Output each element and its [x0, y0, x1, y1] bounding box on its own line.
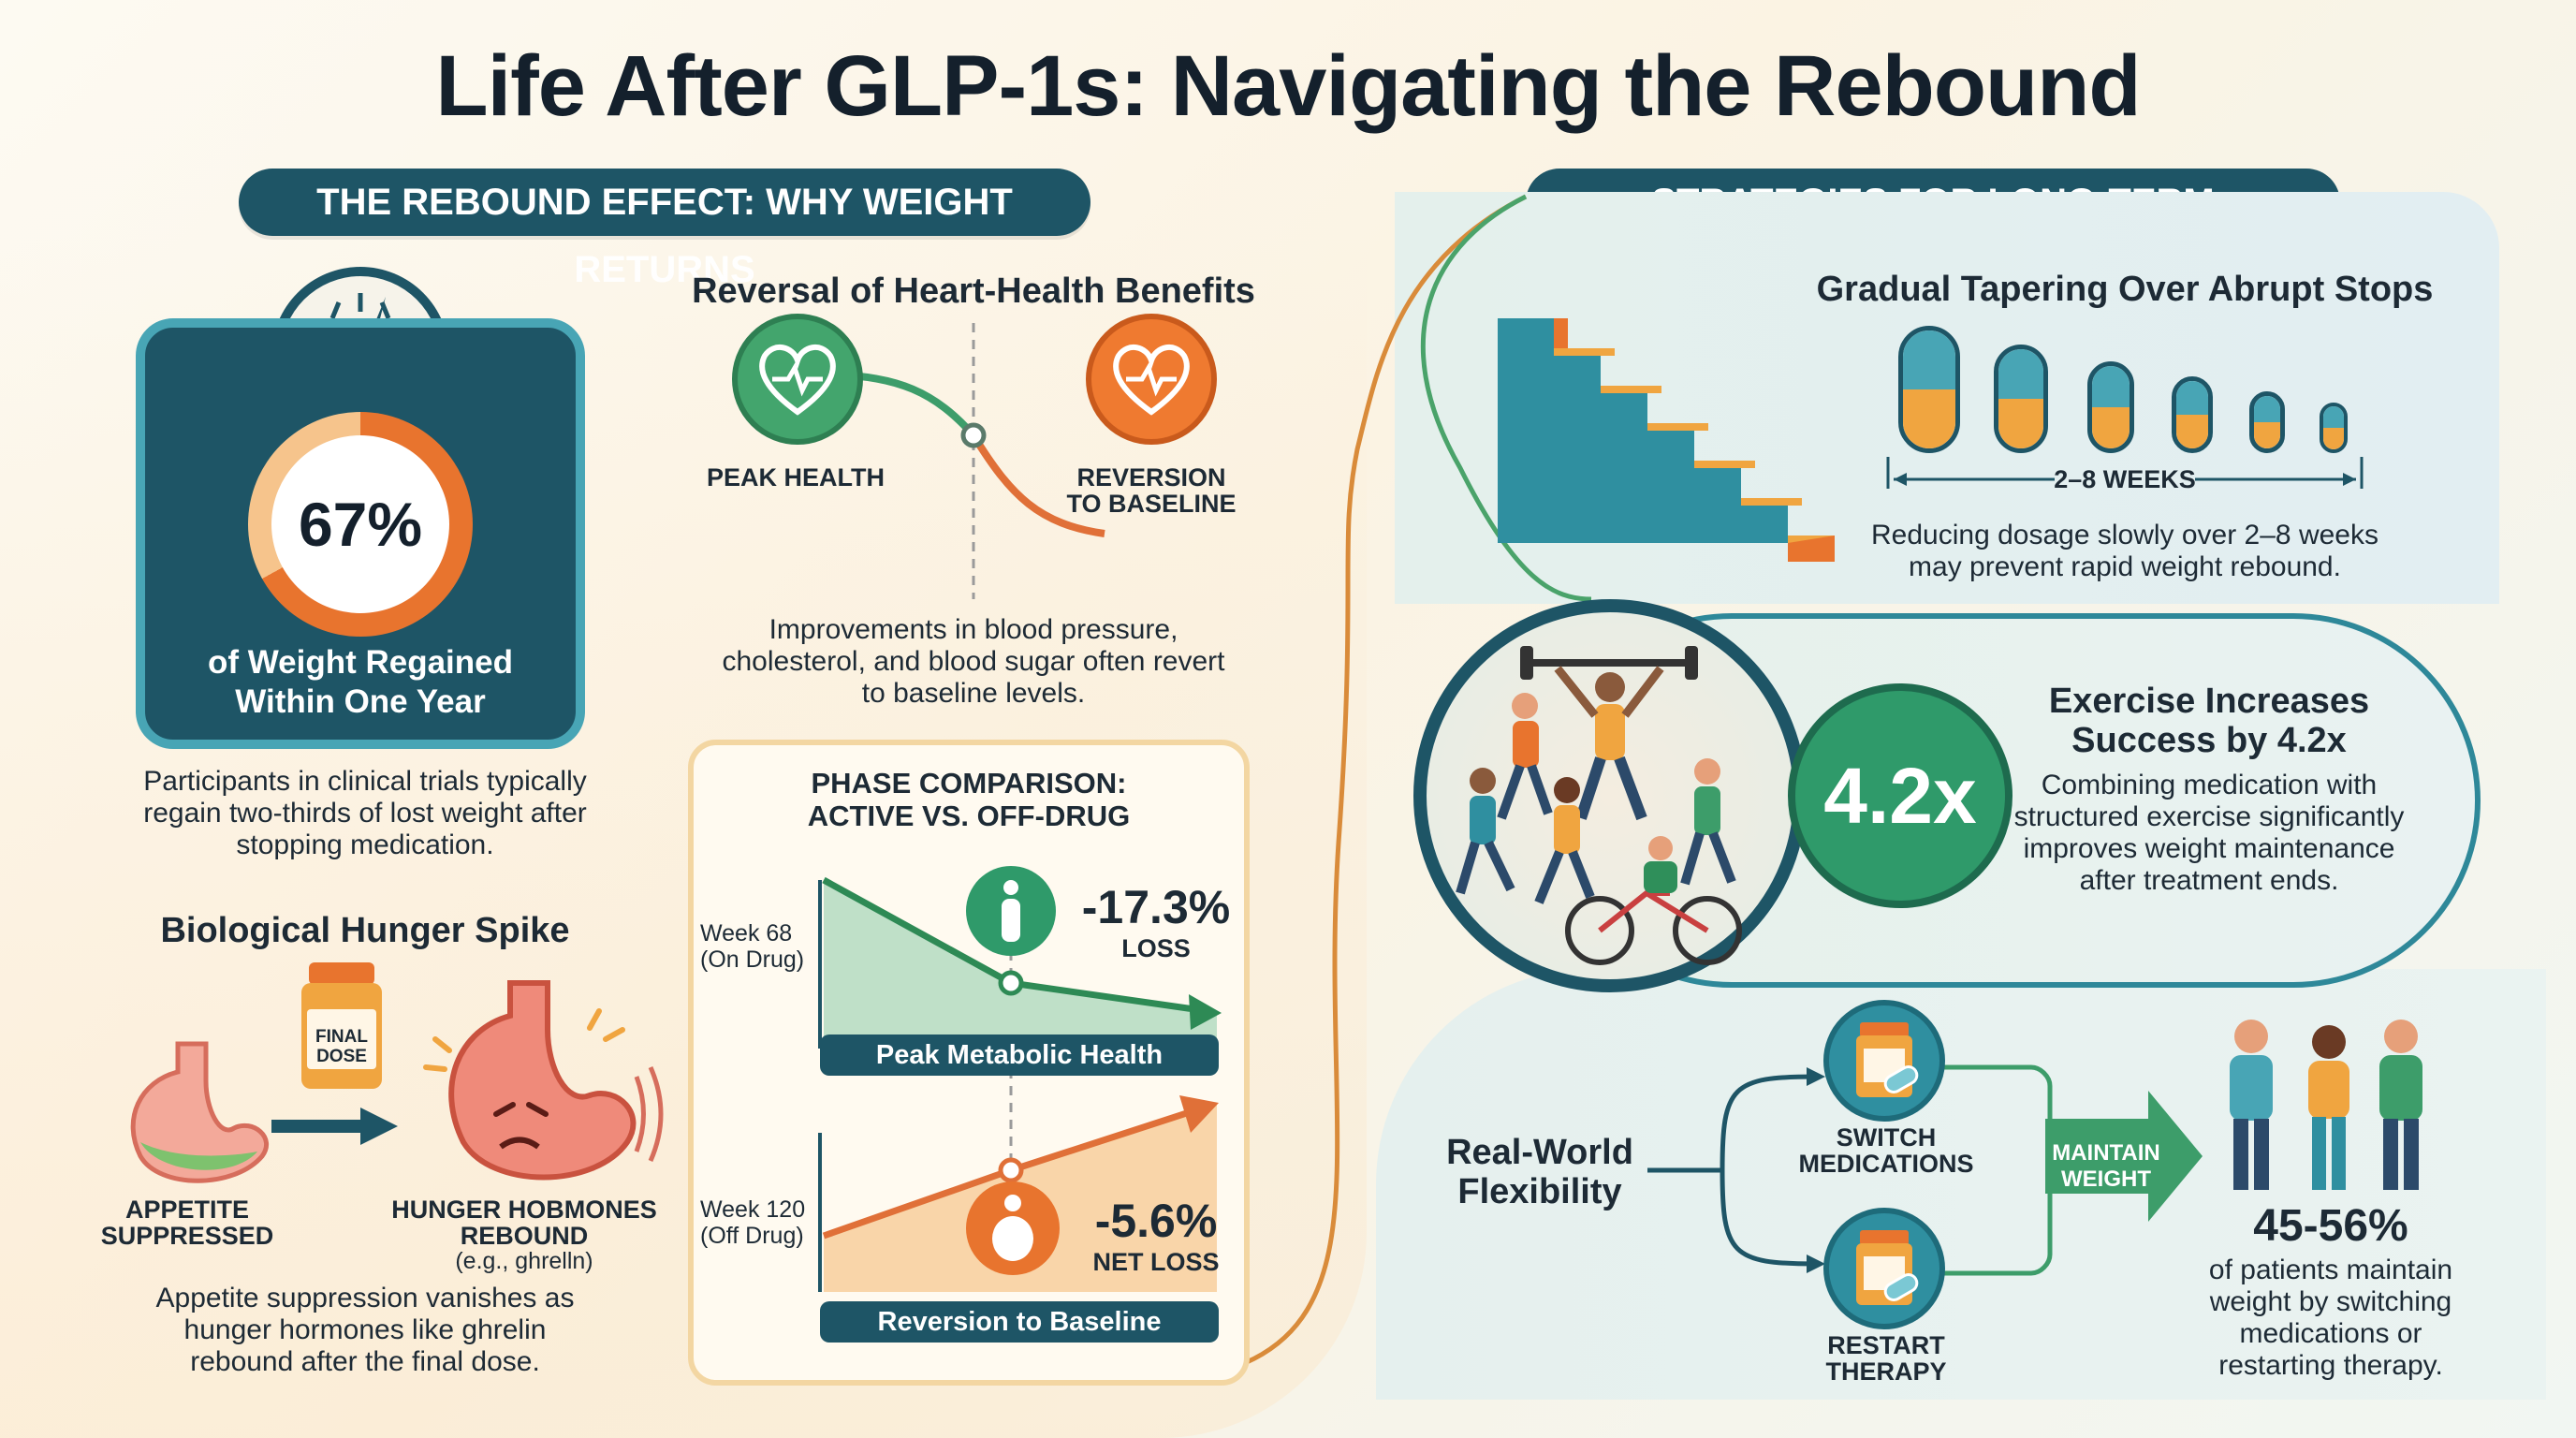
stomach-angry-icon: [423, 980, 664, 1181]
hunger-label-line2: REBOUND: [460, 1222, 589, 1250]
capsule-5-icon: [2249, 391, 2285, 453]
week120-label-line1: Week 120: [700, 1196, 806, 1223]
flexibility-caption-line1: of patients maintain: [2208, 1255, 2453, 1285]
stat-active-label: LOSS: [1121, 934, 1191, 962]
maintain-weight-arrow: [2045, 1091, 2203, 1222]
capsule-1-icon: [1898, 326, 1960, 453]
heart-title: Reversal of Heart-Health Benefits: [692, 271, 1255, 311]
flexibility-title-line2: Flexibility: [1457, 1172, 1622, 1211]
exercise-caption-line1: Combining medication with: [2041, 770, 2378, 800]
hunger-caption-line1: Appetite suppression vanishes as: [155, 1283, 575, 1313]
final-dose-label-line2: DOSE: [316, 1047, 367, 1066]
reversion-bar: Reversion to Baseline: [820, 1301, 1219, 1343]
flexibility-title-line1: Real-World: [1446, 1133, 1633, 1172]
final-dose-label-line1: FINAL: [315, 1027, 368, 1047]
stat-off-value: -5.6%: [1094, 1195, 1218, 1247]
exercise-stat-circle: 4.2x: [1788, 683, 2012, 908]
rebound-section-header: THE REBOUND EFFECT: WHY WEIGHT RETURNS: [239, 169, 1090, 290]
flexibility-stat: 45-56%: [2253, 1201, 2408, 1251]
exercise-illustration: [1413, 599, 1807, 992]
hunger-sub-label: (e.g., ghrelln): [455, 1248, 593, 1274]
reversion-label-line2: TO BASELINE: [1066, 490, 1237, 518]
exercise-title-line1: Exercise Increases: [2048, 682, 2370, 721]
week120-label-line2: (Off Drug): [700, 1223, 804, 1249]
maintain-label-line1: MAINTAIN: [2052, 1140, 2160, 1166]
heart-caption-line2: cholesterol, and blood sugar often rever…: [722, 646, 1225, 677]
stat-off-label: NET LOSS: [1092, 1248, 1220, 1276]
peak-metabolic-bar: Peak Metabolic Health: [820, 1034, 1219, 1076]
week68-label-line2: (On Drug): [700, 946, 805, 973]
flexibility-panel: [1376, 969, 2546, 1400]
capsule-6-icon: [2320, 403, 2348, 453]
exercise-caption-line3: improves weight maintenance: [2023, 833, 2395, 864]
scale-caption-line3: stopping medication.: [236, 829, 494, 860]
capsule-3-icon: [2087, 361, 2134, 453]
phase-title-line1: PHASE COMPARISON:: [811, 767, 1127, 800]
exercise-caption-line4: after treatment ends.: [2079, 865, 2339, 896]
heart-caption-line3: to baseline levels.: [861, 678, 1086, 709]
restart-label-line1: RESTART: [1827, 1331, 1945, 1359]
taper-title: Gradual Tapering Over Abrupt Stops: [1816, 270, 2434, 309]
page-title: Life After GLP-1s: Navigating the Reboun…: [435, 38, 2141, 134]
reversion-label-line1: REVERSION: [1076, 463, 1226, 492]
hunger-caption-line3: rebound after the final dose.: [190, 1346, 540, 1377]
maintain-label-line2: WEIGHT: [2061, 1167, 2151, 1192]
peak-health-label: PEAK HEALTH: [706, 463, 885, 492]
right-arrow-icon: [271, 1108, 398, 1145]
connector-lines: [1235, 194, 1591, 1370]
weeks-range-line: [1886, 457, 2364, 489]
appetite-label-line1: APPETITE: [124, 1196, 250, 1224]
percent-value: 67%: [271, 435, 449, 613]
appetite-label-line2: SUPPRESSED: [100, 1222, 274, 1250]
staircase-icon: [1498, 318, 1835, 562]
switch-label-line2: MEDICATIONS: [1798, 1150, 1974, 1178]
people-group-icon: [2230, 1020, 2422, 1190]
restart-label-line2: THERAPY: [1825, 1357, 1947, 1386]
final-dose-bottle-icon: [301, 962, 382, 1089]
restart-therapy-icon: [1823, 1208, 1945, 1329]
person-slim-icon: [966, 866, 1056, 956]
scale-label-line1: of Weight Regained: [207, 644, 514, 681]
scale-label-line2: Within One Year: [235, 683, 486, 720]
reversion-heart-icon: [1086, 314, 1217, 445]
scale-caption-line1: Participants in clinical trials typicall…: [143, 766, 587, 797]
person-heavy-icon: [966, 1181, 1060, 1275]
switch-medication-icon: [1823, 1000, 1945, 1122]
hunger-caption-line2: hunger hormones like ghrelin: [183, 1314, 547, 1345]
peak-health-heart-icon: [732, 314, 863, 445]
capsule-4-icon: [2172, 376, 2213, 453]
heart-caption-line1: Improvements in blood pressure,: [768, 614, 1178, 645]
hunger-label-line1: HUNGER HOBMONES: [391, 1196, 657, 1224]
scale-caption-line2: regain two-thirds of lost weight after: [143, 798, 587, 829]
exercise-title-line2: Success by 4.2x: [2071, 721, 2347, 760]
exercise-caption-line2: structured exercise significantly: [2013, 801, 2405, 832]
stomach-calm-icon: [130, 1041, 270, 1183]
flexibility-caption-line3: medications or: [2239, 1318, 2422, 1349]
flexibility-caption-line2: weight by switching: [2209, 1286, 2452, 1317]
stat-active-value: -17.3%: [1081, 881, 1231, 933]
weeks-range-label: 2–8 WEEKS: [2054, 465, 2196, 493]
switch-label-line1: SWITCH: [1836, 1123, 1937, 1152]
week68-label-line1: Week 68: [700, 920, 793, 946]
athletes-icon: [1456, 646, 1742, 965]
phase-title-line2: ACTIVE VS. OFF-DRUG: [807, 800, 1131, 832]
hunger-title: Biological Hunger Spike: [160, 911, 570, 950]
capsule-2-icon: [1994, 345, 2048, 453]
taper-caption-line1: Reducing dosage slowly over 2–8 weeks: [1871, 520, 2378, 550]
flexibility-caption-line4: restarting therapy.: [2218, 1350, 2443, 1381]
taper-caption-line2: may prevent rapid weight rebound.: [1909, 551, 2341, 582]
